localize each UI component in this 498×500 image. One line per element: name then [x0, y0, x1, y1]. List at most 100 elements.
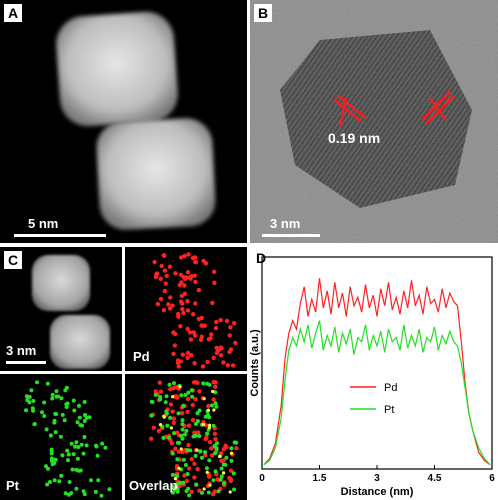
map-dot [64, 405, 69, 409]
map-dot [30, 406, 35, 411]
map-dot [200, 490, 204, 495]
map-dot [179, 410, 185, 416]
map-dot [200, 364, 206, 369]
map-dot [225, 363, 231, 368]
map-dot [213, 451, 218, 456]
map-dot [218, 454, 222, 459]
map-dot [181, 403, 186, 408]
x-tick-label: 4.5 [428, 473, 442, 484]
map-dot [165, 423, 170, 428]
legend-label-pt: Pt [384, 404, 394, 416]
map-dot [207, 474, 212, 479]
map-dot [176, 364, 181, 369]
map-dot [66, 452, 71, 457]
map-dot [193, 380, 198, 385]
map-dot [212, 444, 217, 448]
map-dot [171, 351, 176, 356]
panel-a: A 5 nm [0, 0, 247, 243]
map-dot [203, 414, 208, 419]
map-dot [176, 314, 181, 319]
map-dot [224, 455, 229, 460]
panel-c: C 3 nm Pd Pt Overlap [0, 247, 247, 500]
map-dot [168, 415, 173, 420]
map-dot [173, 331, 178, 337]
map-dot [49, 451, 54, 456]
map-dot [193, 279, 198, 285]
map-dot [53, 457, 58, 462]
map-dot [182, 253, 187, 259]
map-dot [193, 397, 198, 402]
map-dot [170, 303, 175, 308]
map-dot [152, 259, 157, 265]
map-dot [169, 426, 173, 430]
map-dot [219, 474, 224, 479]
map-dot [206, 408, 210, 412]
map-dot [205, 431, 210, 436]
map-dot [197, 408, 202, 413]
map-dot [65, 401, 70, 406]
map-dot [82, 435, 87, 439]
map-dot [213, 326, 219, 331]
panel-b-image [250, 0, 498, 243]
panel-d-label: D [255, 250, 267, 266]
map-dot [69, 441, 74, 446]
map-dot [218, 345, 223, 350]
map-dot [32, 422, 37, 426]
map-dot [175, 489, 180, 494]
map-dot [164, 273, 169, 278]
map-dot [162, 268, 168, 273]
map-dot [201, 422, 206, 427]
map-dot [83, 413, 87, 417]
panel-c-scale-bar [6, 361, 46, 364]
x-tick-label: 3 [374, 473, 380, 484]
panel-a-scale-label: 5 nm [28, 216, 59, 231]
map-dot [71, 452, 76, 457]
map-dot [49, 459, 54, 463]
map-dot [196, 287, 202, 293]
map-dot [161, 253, 166, 258]
map-dot [161, 308, 167, 313]
panel-c-pt-map: Pt [0, 374, 122, 500]
map-dot [206, 403, 211, 409]
map-dot [183, 463, 188, 467]
map-dot [75, 420, 80, 425]
map-dot [164, 409, 169, 414]
map-dot [224, 318, 230, 324]
map-dot [89, 478, 93, 483]
map-dot [184, 428, 189, 433]
map-dot [192, 430, 197, 435]
map-dot [87, 415, 92, 420]
panel-b-label: B [254, 4, 272, 22]
map-dot [185, 326, 190, 332]
map-dot [199, 334, 204, 339]
map-dot [210, 300, 215, 306]
map-dot [200, 455, 204, 460]
map-dot [213, 380, 218, 385]
map-dot [229, 458, 234, 463]
map-dot [168, 402, 174, 407]
map-dot [200, 323, 206, 328]
panel-c-overlap-map: Overlap [125, 374, 247, 500]
map-dot [204, 466, 209, 471]
map-dot [189, 489, 194, 494]
map-dot [60, 453, 65, 458]
map-dot [213, 436, 218, 442]
nanocube-1 [56, 11, 178, 127]
panel-c-haadf: C 3 nm [0, 247, 122, 371]
map-dot [190, 255, 196, 261]
map-dot [170, 409, 175, 414]
map-dot [227, 349, 232, 355]
map-dot [75, 456, 80, 461]
map-dot [66, 458, 70, 463]
map-dot [95, 453, 100, 458]
map-dot [171, 490, 175, 495]
map-dot [218, 353, 224, 358]
map-dot [74, 486, 79, 491]
map-dot [163, 281, 168, 286]
map-dot [192, 361, 197, 366]
x-axis-label: Distance (nm) [341, 486, 414, 498]
map-dot [202, 397, 206, 401]
map-dot [222, 471, 226, 475]
map-dot [29, 388, 34, 393]
map-dot [190, 402, 195, 408]
